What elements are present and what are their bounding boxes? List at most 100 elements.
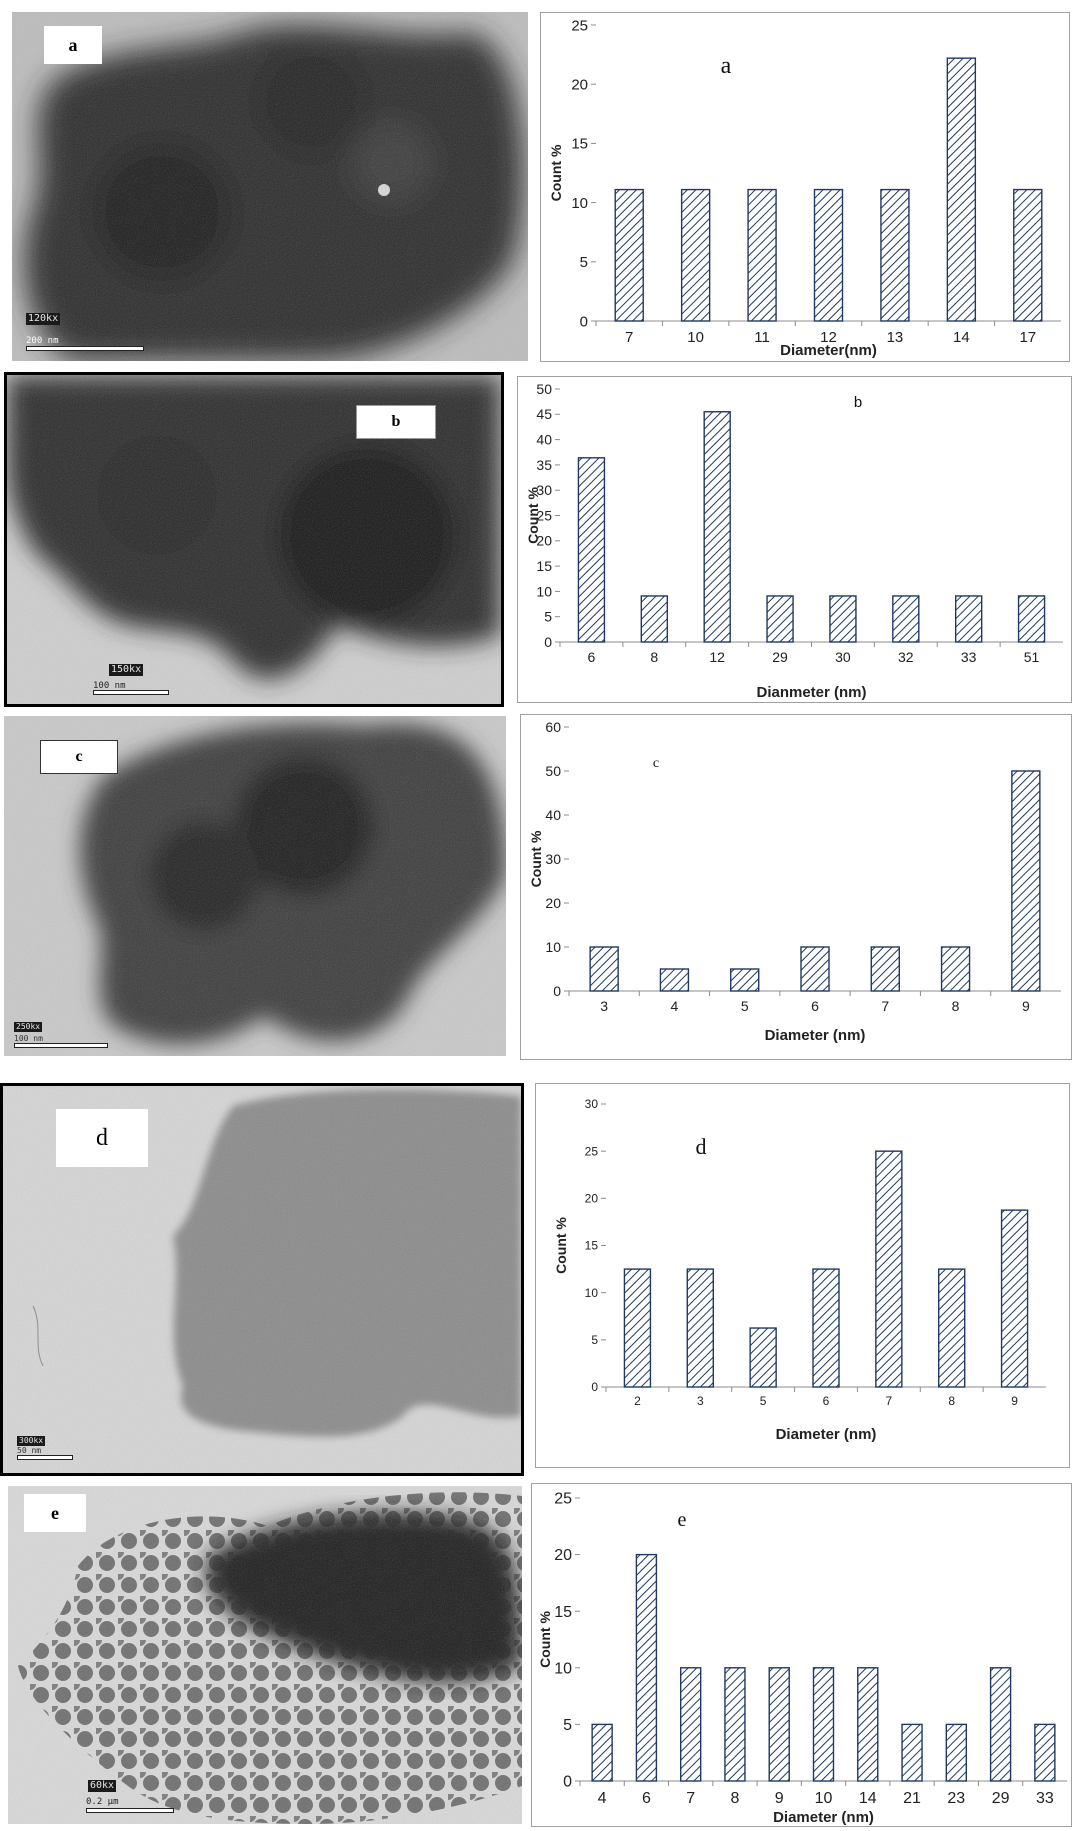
y-tick-label: 5 [563, 1717, 572, 1734]
x-tick-label: 5 [741, 998, 749, 1014]
x-axis-label: Diameter(nm) [780, 342, 877, 359]
bar-12 [813, 188, 844, 322]
bar-3 [589, 946, 619, 992]
tem-image-e: e 60kx 0.2 µm [8, 1486, 522, 1824]
bar-2 [623, 1268, 652, 1388]
y-axis-label: Count % [553, 1217, 569, 1274]
x-tick-label: 8 [731, 1790, 740, 1807]
y-tick-label: 15 [536, 558, 552, 574]
magnification-label-e: 60kx [88, 1780, 117, 1792]
y-tick-label: 15 [585, 1239, 599, 1253]
x-tick-label: 6 [811, 998, 819, 1014]
bar-6 [635, 1553, 658, 1782]
y-tick-label: 25 [536, 507, 552, 523]
tem-image-b: b 150kx 100 nm [4, 372, 504, 707]
y-tick-label: 10 [554, 1660, 572, 1677]
y-tick-label: 5 [591, 1333, 598, 1347]
tem-label-e: e [24, 1494, 86, 1532]
y-tick-label: 15 [554, 1604, 572, 1621]
x-tick-label: 10 [815, 1790, 833, 1807]
chart-title: a [721, 53, 732, 79]
x-tick-label: 10 [687, 329, 704, 346]
y-tick-label: 0 [553, 983, 561, 999]
y-tick-label: 10 [545, 939, 561, 955]
y-tick-label: 45 [536, 406, 552, 422]
y-axis-label: Count % [528, 830, 544, 887]
tem-image-b-graphic [7, 375, 501, 704]
bar-29 [989, 1667, 1012, 1782]
x-tick-label: 7 [881, 998, 889, 1014]
chart-title: c [653, 756, 659, 771]
x-tick-label: 13 [887, 329, 904, 346]
bar-9 [1011, 770, 1041, 992]
histogram-a: 0 5 10 15 20 25 7 10 11 12 13 14 17 Diameter(nm) Count… [540, 12, 1070, 362]
tem-image-c: c 250kx 100 nm [4, 716, 506, 1056]
y-tick-label: 10 [585, 1286, 599, 1300]
bar-21 [901, 1723, 923, 1782]
x-tick-label: 7 [686, 1790, 695, 1807]
x-tick-label: 21 [903, 1790, 921, 1807]
x-tick-label: 33 [1036, 1790, 1054, 1807]
scale-bar-d [17, 1455, 73, 1460]
y-tick-label: 20 [545, 895, 561, 911]
x-tick-label: 3 [600, 998, 608, 1014]
y-tick-label: 0 [544, 634, 552, 650]
bar-3 [686, 1268, 714, 1388]
bar-13 [880, 188, 910, 322]
y-axis-label: Count % [537, 1611, 553, 1668]
bar-7 [614, 188, 644, 322]
y-tick-label: 15 [571, 136, 588, 153]
bar-23 [945, 1723, 968, 1782]
bar-8 [640, 595, 669, 643]
x-tick-label: 17 [1019, 329, 1036, 346]
y-tick-label: 30 [545, 851, 561, 867]
x-tick-label: 4 [598, 1790, 607, 1807]
y-tick-label: 10 [571, 195, 588, 212]
magnification-label-c: 250kx [14, 1022, 43, 1032]
bar-11 [747, 188, 777, 322]
y-tick-label: 0 [563, 1774, 572, 1791]
chart-title: d [696, 1134, 707, 1159]
x-tick-label: 12 [709, 649, 725, 665]
bar-14 [857, 1667, 879, 1782]
x-tick-label: 14 [859, 1790, 877, 1807]
tem-image-c-graphic [4, 716, 506, 1056]
y-tick-label: 30 [536, 482, 552, 498]
y-tick-label: 0 [591, 1380, 598, 1394]
x-tick-label: 8 [952, 998, 960, 1014]
scale-text-c: 100 nm [14, 1034, 43, 1043]
y-tick-label: 20 [536, 533, 552, 549]
y-axis-label: Count % [548, 144, 564, 201]
bar-6 [577, 457, 606, 643]
bar-8 [940, 946, 971, 992]
bar-6 [812, 1268, 840, 1388]
tem-image-a: a 120kx 200 nm [12, 12, 528, 361]
x-tick-label: 29 [772, 649, 788, 665]
bar-12 [703, 411, 731, 643]
x-tick-label: 12 [820, 329, 837, 346]
bar-8 [724, 1667, 746, 1782]
x-axis-label: Diameter (nm) [765, 1027, 866, 1044]
bar-33 [954, 595, 983, 643]
bar-7 [679, 1667, 702, 1782]
histogram-c-svg: 0 10 20 30 40 50 60 3 4 5 6 7 8 9 Diameter (nm) Count %… [528, 719, 1061, 1044]
y-tick-label: 60 [545, 719, 561, 735]
bar-30 [829, 595, 857, 643]
tem-label-a: a [44, 26, 102, 64]
y-tick-label: 35 [536, 457, 552, 473]
chart-title: b [854, 394, 862, 411]
y-tick-label: 0 [580, 313, 588, 330]
x-tick-label: 2 [634, 1394, 641, 1408]
x-tick-label: 8 [948, 1394, 955, 1408]
y-tick-label: 20 [571, 76, 588, 93]
x-tick-label: 5 [760, 1394, 767, 1408]
bar-9 [1000, 1209, 1029, 1388]
histogram-b-svg: 0 5 10 15 20 25 30 35 40 45 50 6 8 12 29 30 32 33 51 Dianme… [525, 381, 1063, 701]
chart-title: e [678, 1509, 687, 1531]
y-tick-label: 5 [580, 254, 588, 271]
tem-label-c: c [40, 740, 118, 774]
scale-bar-c [14, 1043, 108, 1048]
x-tick-label: 32 [898, 649, 914, 665]
x-tick-label: 14 [953, 329, 970, 346]
bar-5 [749, 1327, 777, 1388]
